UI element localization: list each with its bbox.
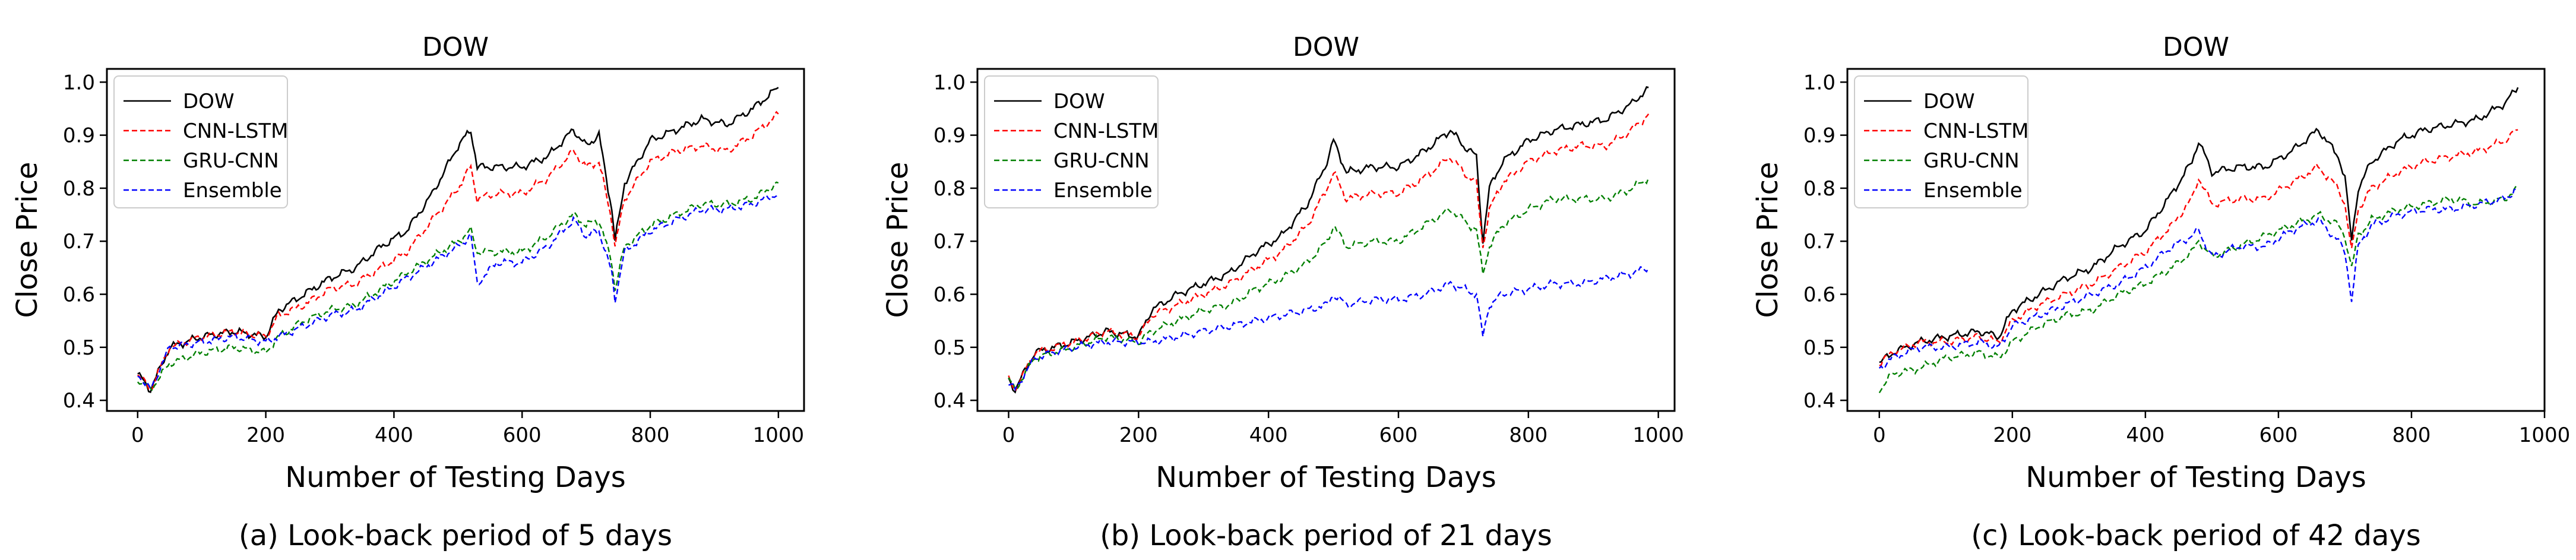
y-tick-label: 0.5: [1803, 336, 1836, 360]
series-line-cnn-lstm: [1879, 129, 2518, 366]
y-tick-label: 0.4: [1803, 389, 1836, 413]
subfigure-caption: (b) Look-back period of 21 days: [1100, 519, 1552, 552]
y-axis-label: Close Price: [11, 162, 44, 318]
x-tick-label: 200: [246, 423, 285, 447]
x-tick-label: 200: [1119, 423, 1158, 447]
chart-title: DOW: [1293, 32, 1359, 62]
legend: DOW CNN-LSTM GRU-CNN Ensemble: [984, 75, 1159, 208]
series-line-cnn-lstm: [137, 110, 779, 391]
x-tick-label: 1000: [753, 423, 805, 447]
series-line-ensemble: [137, 193, 779, 390]
chart-panel-1: DOW 0.4 0.5 0.6 0.7 0.8 0.9 1.0 0 200 400 600 800 100…: [881, 32, 1684, 552]
legend-box: [1854, 75, 2028, 208]
legend: DOW CNN-LSTM GRU-CNN Ensemble: [113, 75, 289, 208]
x-tick-label: 400: [375, 423, 413, 447]
series-line-gru-cnn: [1878, 185, 2519, 394]
series-line-ensemble: [1008, 266, 1650, 391]
y-tick-label: 0.4: [933, 389, 966, 413]
chart-panel-2: DOW 0.4 0.5 0.6 0.7 0.8 0.9 1.0 0 200 400 600 800 100…: [1751, 32, 2570, 552]
y-tick-label: 1.0: [1803, 71, 1836, 94]
legend-label: CNN-LSTM: [183, 119, 289, 143]
x-tick-label: 400: [2126, 423, 2164, 447]
x-tick-label: 0: [131, 423, 144, 447]
chart-panel-0: DOW 0.4 0.5 0.6 0.7 0.8 0.9 1.0 0 200 400 600 800 100…: [11, 32, 805, 552]
y-tick-label: 0.7: [1803, 230, 1836, 254]
x-axis-label: Number of Testing Days: [1156, 461, 1496, 494]
x-tick-label: 0: [1002, 423, 1015, 447]
legend: DOW CNN-LSTM GRU-CNN Ensemble: [1854, 75, 2029, 208]
y-axis-label: Close Price: [881, 162, 914, 318]
y-tick-label: 0.7: [933, 230, 966, 254]
series-line-dow: [137, 87, 779, 393]
legend-label: GRU-CNN: [1923, 149, 2020, 173]
series-line-dow: [1879, 87, 2519, 363]
x-axis-label: Number of Testing Days: [2026, 461, 2366, 494]
legend-label: DOW: [183, 90, 235, 113]
chart-title: DOW: [2163, 32, 2229, 62]
subfigure-caption: (a) Look-back period of 5 days: [239, 519, 672, 552]
legend-box: [984, 75, 1159, 208]
x-tick-label: 1000: [1632, 423, 1684, 447]
legend-label: GRU-CNN: [1053, 149, 1150, 173]
legend-label: GRU-CNN: [183, 149, 279, 173]
x-axis-label: Number of Testing Days: [285, 461, 625, 494]
plot-frame: [106, 68, 805, 412]
y-tick-label: 0.8: [933, 177, 966, 201]
y-tick-label: 0.9: [63, 124, 95, 148]
series-line-ensemble: [1878, 187, 2518, 370]
series-line-cnn-lstm: [1008, 113, 1650, 392]
x-tick-label: 600: [2259, 423, 2297, 447]
subfigure-caption: (c) Look-back period of 42 days: [1971, 519, 2421, 552]
series-line-gru-cnn: [1008, 177, 1650, 391]
legend-label: CNN-LSTM: [1923, 119, 2029, 143]
y-tick-label: 1.0: [63, 71, 95, 94]
x-tick-label: 800: [2393, 423, 2431, 447]
legend-label: Ensemble: [1923, 179, 2023, 203]
legend-label: DOW: [1053, 90, 1105, 113]
chart-title: DOW: [422, 32, 489, 62]
y-tick-label: 0.7: [63, 230, 95, 254]
y-tick-label: 0.5: [933, 336, 966, 360]
y-tick-label: 0.4: [63, 389, 95, 413]
legend-box: [113, 75, 288, 208]
y-tick-label: 0.8: [63, 177, 95, 201]
y-tick-label: 0.9: [933, 124, 966, 148]
x-tick-label: 1000: [2519, 423, 2571, 447]
legend-label: CNN-LSTM: [1053, 119, 1159, 143]
legend-label: DOW: [1923, 90, 1975, 113]
plot-frame: [1846, 68, 2546, 412]
y-tick-label: 1.0: [933, 71, 966, 94]
y-tick-label: 0.5: [63, 336, 95, 360]
y-axis-label: Close Price: [1751, 162, 1784, 318]
x-tick-label: 200: [1993, 423, 2031, 447]
x-tick-label: 600: [503, 423, 542, 447]
y-tick-label: 0.6: [933, 283, 966, 307]
legend-label: Ensemble: [1053, 179, 1153, 203]
x-tick-label: 0: [1873, 423, 1886, 447]
x-tick-label: 800: [631, 423, 670, 447]
y-tick-label: 0.8: [1803, 177, 1836, 201]
legend-label: Ensemble: [183, 179, 282, 203]
y-tick-label: 0.9: [1803, 124, 1836, 148]
y-tick-label: 0.6: [1803, 283, 1836, 307]
x-tick-label: 400: [1249, 423, 1288, 447]
y-tick-label: 0.6: [63, 283, 95, 307]
plot-frame: [976, 68, 1676, 412]
x-tick-label: 600: [1379, 423, 1418, 447]
series-line-gru-cnn: [137, 181, 779, 393]
x-tick-label: 800: [1509, 423, 1548, 447]
